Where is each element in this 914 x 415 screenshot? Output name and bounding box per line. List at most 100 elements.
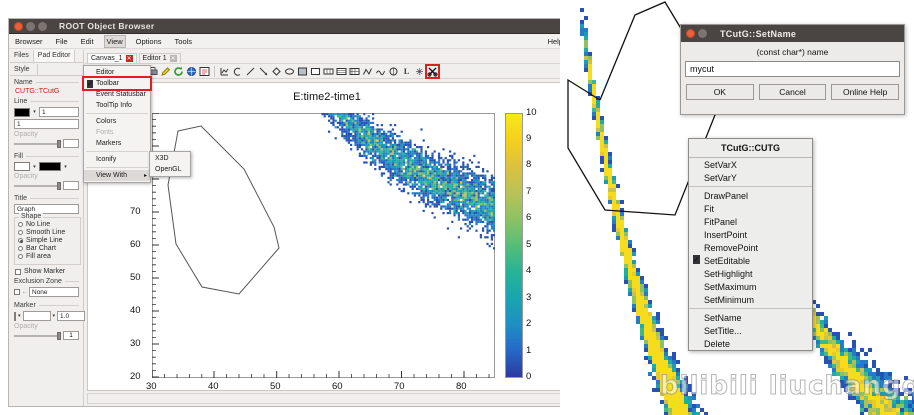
pavelabel-icon[interactable]	[323, 66, 334, 77]
menu-item-sethighlight[interactable]: SetHighlight	[704, 268, 753, 279]
slider-knob[interactable]	[57, 181, 61, 190]
menu-browser[interactable]: Browser	[15, 36, 43, 46]
curly-line-icon[interactable]	[375, 66, 386, 77]
title-input[interactable]: Graph	[14, 204, 79, 214]
tab-canvas-1[interactable]: Canvas_1 ✕	[87, 53, 137, 63]
close-icon[interactable]: ✕	[169, 55, 177, 62]
view-menu-item-event-statusbar[interactable]: Event Statusbar	[84, 89, 150, 100]
menu-edit[interactable]: Edit	[80, 36, 94, 46]
menu-item-insertpoint[interactable]: InsertPoint	[704, 229, 748, 240]
menu-item-seteditable[interactable]: ✓ SetEditable	[689, 254, 812, 267]
diamond-icon[interactable]	[271, 66, 282, 77]
draw-axis-icon[interactable]	[219, 66, 230, 77]
pave-icon[interactable]	[297, 66, 308, 77]
close-icon[interactable]	[14, 21, 23, 31]
close-icon[interactable]: ✕	[125, 55, 133, 62]
marker-tool-icon[interactable]	[414, 66, 425, 77]
exclusion-zone-combo[interactable]: None	[29, 287, 79, 297]
marker-color-swatch[interactable]	[14, 311, 16, 321]
menu-item-setmaximum[interactable]: SetMaximum	[704, 281, 757, 292]
close-icon[interactable]	[686, 29, 695, 38]
minimize-icon[interactable]	[26, 21, 35, 31]
chevron-down-icon[interactable]: ▾	[33, 109, 36, 115]
maximize-icon[interactable]	[38, 21, 47, 31]
graph-icon[interactable]	[362, 66, 373, 77]
graphical-cut-icon[interactable]	[425, 63, 440, 79]
view-menu-item-markers[interactable]: Markers	[84, 138, 150, 149]
menu-view[interactable]: View	[103, 34, 126, 48]
menu-item-delete[interactable]: Delete	[704, 338, 731, 349]
menu-file[interactable]: File	[55, 36, 68, 46]
line-opacity-value[interactable]	[63, 139, 79, 148]
arc-icon[interactable]	[232, 66, 243, 77]
marker-size-value[interactable]: 1.0	[57, 311, 86, 321]
menu-item-drawpanel[interactable]: DrawPanel	[704, 190, 749, 201]
radio-smooth-line[interactable]: Smooth Line	[18, 229, 77, 236]
menu-item-settitle[interactable]: SetTitle...	[704, 325, 742, 336]
line-opacity-slider[interactable]	[14, 139, 79, 148]
marker-opacity-value[interactable]: 1	[63, 331, 79, 340]
open-in-browser-icon[interactable]	[199, 66, 210, 77]
submenu-item-x3d[interactable]: X3D	[155, 155, 169, 162]
chevron-down-icon[interactable]: ▾	[52, 313, 56, 319]
radio-bar-chart[interactable]: Bar Chart	[18, 245, 77, 252]
chevron-down-icon[interactable]: ▾	[18, 313, 21, 319]
slider-knob[interactable]	[57, 331, 61, 340]
fill-opacity-value[interactable]	[63, 181, 79, 190]
chevron-down-icon[interactable]: ▾	[33, 163, 36, 170]
web-inspect-icon[interactable]	[186, 66, 197, 77]
tab-files[interactable]: Files	[10, 50, 34, 62]
ellipse-icon[interactable]	[284, 66, 295, 77]
menu-item-fitpanel[interactable]: FitPanel	[704, 216, 738, 227]
view-menu-item-tooltip-info[interactable]: ToolTip Info	[84, 100, 150, 111]
view-menu-item-colors[interactable]: Colors	[84, 116, 150, 127]
fill-color-swatch[interactable]	[14, 162, 30, 171]
radio-no-line[interactable]: No Line	[18, 221, 77, 228]
ok-button[interactable]: OK	[686, 84, 754, 100]
checkbox-icon[interactable]	[14, 289, 20, 295]
line-color-swatch[interactable]	[14, 107, 30, 117]
edit-pencil-icon[interactable]	[160, 66, 171, 77]
view-dropdown-menu[interactable]: Editor ✓ Toolbar Event Statusbar ToolTip…	[82, 65, 152, 183]
marker-style-combo[interactable]	[22, 311, 51, 321]
menu-item-removepoint[interactable]: RemovePoint	[704, 242, 759, 253]
menu-item-fit[interactable]: Fit	[704, 203, 714, 214]
name-input[interactable]: mycut	[685, 61, 900, 77]
scatter-plot[interactable]	[152, 113, 495, 378]
arrow-line-icon[interactable]	[258, 66, 269, 77]
menu-item-setminimum[interactable]: SetMinimum	[704, 294, 755, 305]
minimize-icon[interactable]	[698, 29, 707, 38]
view-menu-item-view-with[interactable]: View With ▸	[84, 170, 150, 181]
menu-item-setvarx[interactable]: SetVarX	[704, 159, 737, 170]
line-width-combo[interactable]: 1	[39, 107, 79, 117]
submenu-item-opengl[interactable]: OpenGL	[155, 166, 182, 173]
line-icon[interactable]	[245, 66, 256, 77]
fill-pattern-swatch[interactable]	[39, 162, 61, 171]
online-help-button[interactable]: Online Help	[831, 84, 900, 100]
tab-editor-1[interactable]: Editor 1 ✕	[138, 53, 181, 63]
latex-text-icon[interactable]: L	[403, 66, 410, 76]
arrow-icon[interactable]: ←	[22, 289, 27, 295]
radio-simple-line[interactable]: Simple Line	[18, 237, 77, 244]
chevron-down-icon[interactable]: ▾	[64, 163, 67, 170]
fill-opacity-slider[interactable]	[14, 181, 79, 190]
show-marker-checkbox[interactable]: Show Marker	[10, 265, 83, 275]
tab-pad-editor[interactable]: Pad Editor	[33, 50, 76, 62]
pavetext-icon[interactable]	[310, 66, 321, 77]
menu-item-setvary[interactable]: SetVarY	[704, 172, 737, 183]
refresh-icon[interactable]	[173, 66, 184, 77]
menu-help[interactable]: Help	[547, 36, 563, 46]
view-menu-item-iconify[interactable]: Iconify	[84, 154, 150, 165]
view-menu-item-toolbar[interactable]: ✓ Toolbar	[82, 76, 152, 91]
menu-tools[interactable]: Tools	[174, 36, 193, 46]
curly-arc-icon[interactable]	[388, 66, 399, 77]
slider-knob[interactable]	[57, 139, 61, 148]
view-with-submenu[interactable]: X3D OpenGL	[149, 151, 191, 177]
menu-options[interactable]: Options	[135, 36, 162, 46]
radio-fill-area[interactable]: Fill area	[18, 253, 77, 260]
paveslabel-icon[interactable]	[349, 66, 360, 77]
marker-opacity-slider[interactable]: 1	[14, 331, 79, 340]
menu-item-setname[interactable]: SetName	[704, 312, 742, 323]
line-style-combo[interactable]: 1	[14, 119, 79, 129]
view-menu-item-editor[interactable]: Editor	[84, 67, 150, 78]
